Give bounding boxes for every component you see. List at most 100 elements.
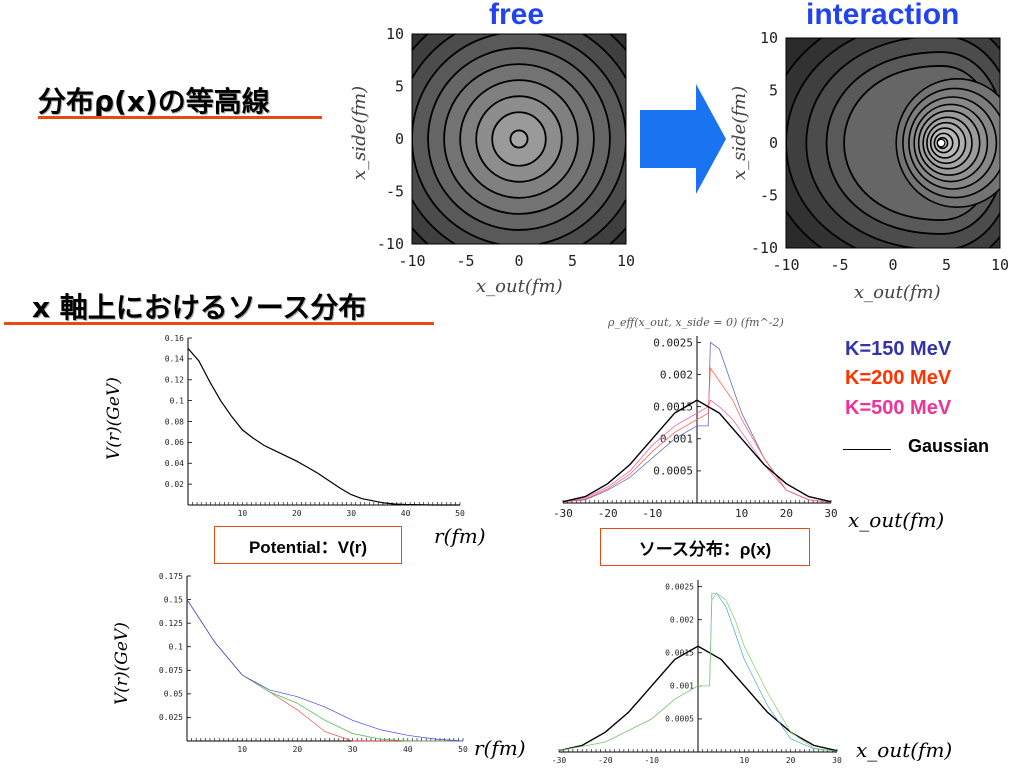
x-tick-label: 30	[832, 756, 842, 765]
y-tick-label: 0.0025	[665, 582, 694, 591]
legend-k500: K=500 MeV	[845, 397, 952, 419]
x-tick-label: 40	[401, 509, 411, 518]
y-tick-label: -10	[751, 239, 778, 257]
x-tick-label: -30	[553, 507, 573, 520]
interaction-ylabel: x_side(fm)	[729, 85, 750, 180]
x-tick-label: 10	[991, 256, 1009, 274]
source-top-title: ρ_eff(x_out, x_side = 0) (fm^-2)	[608, 316, 784, 329]
interaction-xlabel: x_out(fm)	[854, 282, 941, 303]
y-tick-label: 0.0005	[653, 465, 693, 478]
y-tick-label: 0.075	[159, 666, 183, 675]
x-tick-label: 10	[735, 507, 748, 520]
y-tick-label: -5	[760, 187, 778, 205]
source-plot-top: 0.0005 0.001 0.0015 0.002 0.0025 -30 -20 -10 10 2…	[553, 336, 838, 520]
x-tick-label: 20	[293, 745, 303, 754]
potential-label-box: Potential：V(r)	[214, 526, 402, 564]
interaction-plot-title: interaction	[806, 0, 960, 31]
y-tick-label: 0.002	[670, 615, 694, 624]
x-tick-label: 10	[238, 509, 248, 518]
source-label-box: ソース分布：ρ(x)	[600, 528, 810, 566]
y-tick-label: 0.02	[165, 480, 184, 489]
contour-center	[936, 138, 946, 148]
x-tick-label: -5	[830, 256, 848, 274]
series-line	[558, 592, 838, 752]
x-tick-label: 30	[824, 507, 837, 520]
y-tick-label: 10	[386, 25, 404, 43]
series-line	[562, 399, 832, 503]
free-plot-title: free	[489, 0, 545, 31]
y-tick-label: 0.06	[165, 438, 184, 447]
x-tick-label: 20	[786, 756, 796, 765]
x-tick-label: -10	[398, 252, 425, 270]
contour-heading: 分布ρ(x)の等高線	[38, 85, 270, 118]
x-tick-label: 40	[403, 745, 413, 754]
contour-heading-underline	[38, 116, 322, 119]
y-tick-label: 5	[769, 82, 778, 100]
x-tick-label: 50	[455, 509, 465, 518]
y-tick-label: -5	[386, 183, 404, 201]
contour-level	[509, 129, 529, 149]
x-tick-label: 30	[346, 509, 356, 518]
y-tick-label: 5	[395, 78, 404, 96]
source-heading: x 軸上におけるソース分布	[32, 291, 367, 324]
potential-plot-bottom: 0.025 0.05 0.075 0.1 0.125 0.15 0.175 10 20 30 40 5…	[159, 572, 468, 754]
free-xlabel: x_out(fm)	[476, 276, 563, 297]
x-tick-label: -10	[642, 507, 662, 520]
y-tick-label: -10	[377, 235, 404, 253]
y-tick-label: 0.002	[660, 368, 693, 381]
source-top-xlabel: x_out(fm)	[848, 508, 945, 532]
potential-plot-top: 0.02 0.04 0.06 0.08 0.1 0.12 0.14 0.16 10 20 30 40 5…	[165, 334, 465, 518]
series-line	[187, 348, 460, 506]
series-line	[186, 599, 463, 742]
y-tick-label: 0.175	[159, 572, 183, 581]
potential-top-ylabel: V(r)(GeV)	[104, 377, 124, 460]
legend-k150: K=150 MeV	[845, 338, 952, 360]
potential-bottom-xlabel: r(fm)	[474, 736, 526, 760]
free-ylabel: x_side(fm)	[349, 85, 370, 180]
series-line	[186, 599, 464, 742]
y-tick-label: 0.15	[164, 595, 183, 604]
x-tick-label: 20	[292, 509, 302, 518]
potential-label: Potential：V(r)	[248, 537, 368, 557]
free-contour-plot: 10 5 0 -5 -10 -10 -5 0 5 10	[377, 25, 635, 270]
legend-gaussian-line	[843, 449, 891, 450]
x-tick-label: -5	[456, 252, 474, 270]
y-tick-label: 0.001	[670, 682, 694, 691]
legend-k200: K=200 MeV	[845, 367, 952, 389]
y-tick-label: 0.0015	[665, 649, 694, 658]
x-tick-label: 10	[740, 756, 750, 765]
legend-gaussian: Gaussian	[908, 436, 990, 456]
series-line	[562, 399, 832, 503]
interaction-contour-plot: 10 5 0 -5 -10 -10 -5 0 5 10	[751, 29, 1009, 274]
y-tick-label: 0.025	[159, 713, 183, 722]
x-tick-label: -20	[598, 507, 618, 520]
x-tick-label: 5	[568, 252, 577, 270]
y-tick-label: 0.14	[165, 355, 184, 364]
x-tick-label: 0	[514, 252, 523, 270]
y-tick-label: 0.05	[164, 690, 183, 699]
x-tick-label: 10	[237, 745, 247, 754]
y-tick-label: 0.1	[170, 396, 185, 405]
potential-bottom-ylabel: V(r)(GeV)	[112, 622, 132, 705]
x-tick-label: 50	[458, 745, 468, 754]
y-tick-label: 0.0005	[665, 715, 694, 724]
x-tick-label: -30	[552, 756, 567, 765]
y-tick-label: 0.0025	[653, 336, 693, 349]
x-tick-label: 0	[888, 256, 897, 274]
y-tick-label: 0	[769, 134, 778, 152]
y-tick-label: 10	[760, 29, 778, 47]
potential-top-xlabel: r(fm)	[434, 524, 486, 548]
right-arrow-icon	[640, 84, 726, 194]
y-tick-label: 0.16	[165, 334, 184, 343]
y-tick-label: 0.08	[165, 417, 184, 426]
y-tick-label: 0.001	[660, 433, 693, 446]
free-plot-frame	[411, 33, 627, 245]
y-tick-label: 0	[395, 130, 404, 148]
x-tick-label: -10	[772, 256, 799, 274]
source-bottom-xlabel: x_out(fm)	[856, 738, 953, 762]
y-tick-label: 0.1	[169, 643, 184, 652]
interaction-plot-frame	[785, 37, 1001, 249]
x-tick-label: 5	[942, 256, 951, 274]
x-tick-label: -10	[644, 756, 659, 765]
y-tick-label: 0.12	[165, 376, 184, 385]
